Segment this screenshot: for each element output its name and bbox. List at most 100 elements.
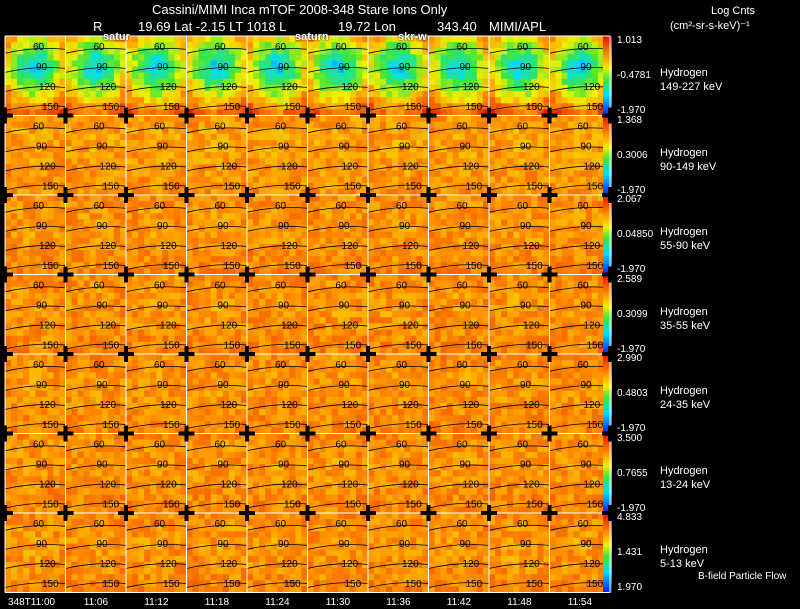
- heatmap-cell: [186, 36, 193, 43]
- heatmap-cell: [464, 195, 472, 202]
- heatmap-cell: [144, 195, 151, 202]
- heatmap-cell: [295, 335, 302, 343]
- heatmap-cell: [59, 311, 66, 318]
- heatmap-cell: [331, 219, 339, 226]
- heatmap-cell: [113, 286, 121, 294]
- heatmap-cell: [119, 256, 127, 263]
- heatmap-cell: [228, 286, 236, 294]
- heatmap-cell: [446, 97, 454, 104]
- heatmap-cell: [89, 66, 97, 74]
- heatmap-cell: [17, 201, 24, 208]
- colorbar-segment: [603, 36, 612, 40]
- heatmap-cell: [41, 188, 48, 196]
- heatmap-cell: [489, 91, 496, 98]
- heatmap-cell: [11, 146, 18, 153]
- heatmap-cell: [162, 103, 169, 110]
- heatmap-cell: [180, 274, 187, 282]
- heatmap-cell: [422, 133, 429, 141]
- heatmap-cell: [138, 256, 145, 263]
- heatmap-cell: [573, 158, 581, 165]
- heatmap-cell: [65, 66, 72, 74]
- heatmap-cell: [174, 48, 181, 55]
- heatmap-cell: [47, 109, 54, 116]
- heatmap-cell: [41, 54, 48, 61]
- heatmap-cell: [337, 207, 345, 214]
- heatmap-cell: [289, 298, 296, 306]
- heatmap-cell: [597, 152, 605, 159]
- heatmap-cell: [416, 66, 423, 74]
- contour-line: [65, 226, 127, 232]
- heatmap-cell: [271, 305, 278, 312]
- heatmap-cell: [119, 139, 127, 147]
- heatmap-cell: [47, 133, 54, 141]
- heatmap-cell: [23, 317, 30, 324]
- heatmap-cell: [162, 256, 169, 263]
- heatmap-cell: [277, 127, 284, 135]
- heatmap-cell: [410, 225, 417, 233]
- heatmap-cell: [59, 305, 66, 312]
- heatmap-cell: [113, 317, 121, 324]
- heatmap-cell: [307, 36, 314, 43]
- heatmap-cell: [204, 42, 212, 49]
- heatmap-cell: [325, 48, 333, 55]
- heatmap-cell: [307, 164, 314, 171]
- heatmap-cell: [331, 36, 339, 43]
- heatmap-cell: [47, 103, 54, 110]
- heatmap-cell: [150, 323, 157, 330]
- heatmap-cell: [446, 152, 454, 159]
- heatmap-cell: [89, 274, 97, 282]
- heatmap-cell: [410, 158, 417, 165]
- heatmap-cell: [349, 164, 357, 171]
- heatmap-cell: [271, 139, 278, 147]
- heatmap-cell: [482, 231, 490, 239]
- heatmap-cell: [35, 256, 42, 263]
- heatmap-cell: [428, 78, 435, 86]
- heatmap-cell: [386, 42, 393, 49]
- heatmap-cell: [567, 268, 575, 275]
- heatmap-cell: [537, 237, 544, 245]
- heatmap-cell: [325, 97, 333, 104]
- angle-label: 60: [154, 122, 166, 133]
- heatmap-cell: [192, 84, 199, 92]
- heatmap-cell: [404, 182, 411, 190]
- heatmap-cell: [585, 176, 593, 184]
- heatmap-cell: [59, 72, 66, 80]
- heatmap-cell: [349, 176, 357, 184]
- heatmap-cell: [132, 146, 139, 153]
- heatmap-cell: [470, 225, 478, 233]
- heatmap-cell: [150, 72, 157, 80]
- heatmap-cell: [404, 243, 411, 251]
- heatmap-cell: [162, 84, 169, 92]
- heatmap-cell: [132, 243, 139, 251]
- heatmap-cell: [23, 121, 30, 129]
- heatmap-cell: [579, 158, 587, 165]
- heatmap-cell: [107, 36, 115, 43]
- heatmap-cell: [216, 225, 224, 233]
- heatmap-cell: [349, 72, 357, 80]
- heatmap-cell: [210, 78, 218, 86]
- heatmap-cell: [113, 207, 121, 214]
- heatmap-cell: [228, 195, 236, 202]
- heatmap-cell: [77, 268, 85, 275]
- heatmap-cell: [543, 84, 550, 92]
- heatmap-cell: [126, 250, 133, 257]
- heatmap-cell: [507, 72, 514, 80]
- heatmap-cell: [53, 91, 60, 98]
- heatmap-cell: [404, 158, 411, 165]
- heatmap-cell: [458, 237, 466, 245]
- heatmap-cell: [422, 152, 429, 159]
- heatmap-cell: [537, 97, 544, 104]
- heatmap-cell: [271, 66, 278, 74]
- heatmap-cell: [271, 280, 278, 288]
- heatmap-cell: [132, 231, 139, 239]
- heatmap-cell: [295, 213, 302, 220]
- heatmap-cell: [489, 250, 496, 257]
- heatmap-cell: [531, 188, 538, 196]
- heatmap-cell: [368, 66, 375, 74]
- heatmap-cell: [277, 42, 284, 49]
- heatmap-cell: [573, 115, 581, 123]
- heatmap-cell: [5, 60, 12, 67]
- heatmap-cell: [525, 66, 532, 74]
- heatmap-cell: [368, 84, 375, 92]
- heatmap-cell: [47, 256, 54, 263]
